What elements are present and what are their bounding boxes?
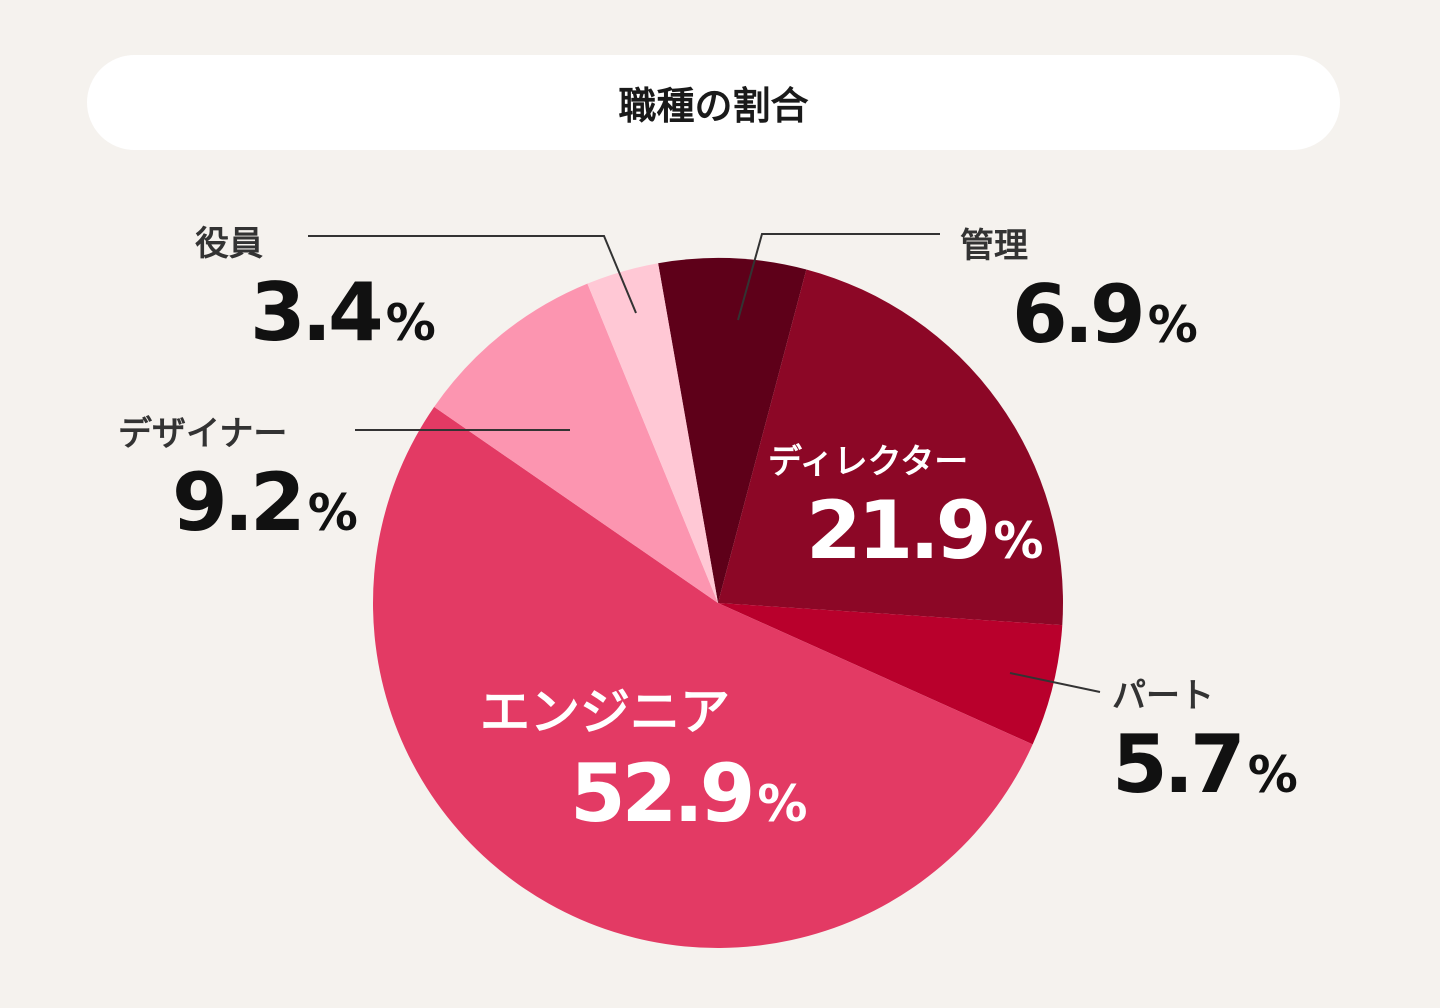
label-unit: % [1247, 746, 1298, 804]
leader-line-yakuin [308, 235, 637, 314]
label-unit: % [385, 294, 436, 352]
pie-slice-3 [372, 406, 1033, 949]
leader-line-kanri [737, 233, 940, 321]
label-engineer: エンジニア 52.9% [480, 672, 808, 834]
label-name: 役員 [195, 224, 263, 264]
label-director: ディレクター 21.9% [768, 434, 1044, 571]
label-value: 9.2 [172, 456, 306, 549]
label-value: 3.4 [250, 266, 384, 359]
label-unit: % [993, 512, 1044, 570]
label-value: 6.9 [1012, 268, 1146, 361]
label-part: パート 5.7% [1112, 668, 1298, 805]
pie-slice-5 [587, 263, 718, 603]
label-yakuin: 役員 3.4% [195, 216, 436, 353]
label-value: 5.7 [1112, 718, 1246, 811]
label-designer: デザイナー 9.2% [118, 406, 358, 543]
pie-slice-4 [434, 283, 718, 603]
label-name: デザイナー [118, 414, 288, 454]
chart-title: 職種の割合 [618, 84, 809, 128]
pie-slice-2 [718, 603, 1063, 745]
label-unit: % [757, 775, 808, 833]
chart-title-bar: 職種の割合 [87, 55, 1340, 150]
label-value: 52.9 [570, 747, 755, 840]
label-name: パート [1112, 676, 1214, 716]
label-unit: % [1147, 296, 1198, 354]
label-name: 管理 [960, 226, 1028, 266]
pie-slice-0 [658, 258, 807, 603]
label-unit: % [307, 484, 358, 542]
label-kanri: 管理 6.9% [960, 218, 1198, 355]
label-name: エンジニア [480, 683, 730, 741]
label-name: ディレクター [768, 442, 969, 482]
label-value: 21.9 [806, 484, 991, 577]
leader-line-part [1009, 672, 1101, 693]
pie-slice-1 [718, 269, 1064, 626]
